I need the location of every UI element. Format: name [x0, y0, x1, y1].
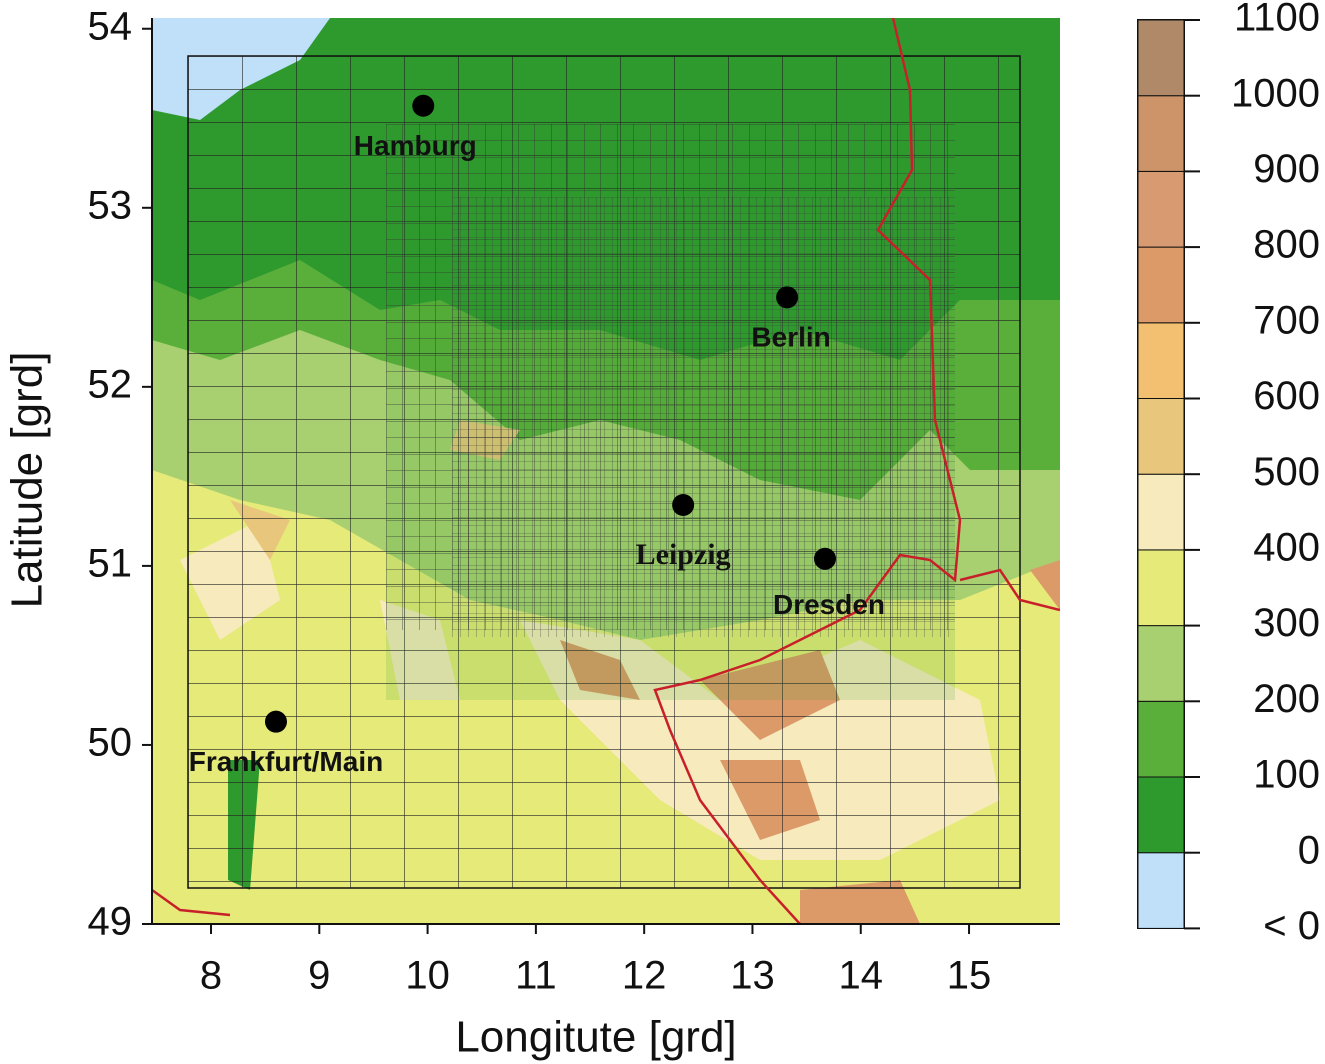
- city-marker: [412, 94, 435, 117]
- y-tick-label: 52: [88, 362, 133, 406]
- colorbar-tick-label: 100: [1253, 753, 1320, 797]
- colorbar-tick-label: 1000: [1231, 71, 1320, 115]
- city-label: Dresden: [773, 589, 885, 620]
- city-marker: [814, 547, 837, 570]
- x-tick-label: 11: [515, 954, 557, 998]
- x-tick-label: 8: [200, 954, 222, 998]
- city-label: Leipzig: [636, 538, 731, 571]
- x-tick-label: 12: [622, 954, 667, 998]
- city-label: Frankfurt/Main: [189, 746, 383, 777]
- y-tick-label: 49: [88, 900, 133, 944]
- colorbar-tick-label: 500: [1253, 450, 1320, 494]
- x-tick-label: 9: [308, 954, 330, 998]
- colorbar-band: [1137, 95, 1185, 172]
- y-axis-label: Latitude [grd]: [3, 352, 52, 609]
- x-tick-label: 13: [730, 954, 775, 998]
- colorbar-tick-label: 700: [1253, 298, 1320, 342]
- colorbar-tick-label: 0: [1298, 828, 1320, 872]
- colorbar-band: [1137, 776, 1185, 854]
- colorbar-band: [1137, 473, 1185, 551]
- x-axis-label: Longitute [grd]: [455, 1013, 736, 1062]
- colorbar-below-label: < 0: [1263, 904, 1320, 948]
- colorbar-band: [1137, 322, 1185, 399]
- colorbar-tick-label: 800: [1253, 223, 1320, 267]
- x-tick-label: 15: [947, 954, 992, 998]
- y-tick-label: 54: [88, 4, 133, 48]
- colorbar-tick-label: 600: [1253, 374, 1320, 418]
- colorbar-tick-label: 300: [1253, 601, 1320, 645]
- colorbar-tick-label: 200: [1253, 677, 1320, 721]
- x-tick-label: 14: [838, 954, 883, 998]
- city-marker: [264, 710, 287, 733]
- city-marker: [672, 494, 695, 517]
- city-marker: [776, 286, 799, 309]
- city-label: Hamburg: [354, 130, 477, 161]
- colorbar-band: [1137, 246, 1185, 324]
- y-tick-label: 53: [88, 183, 133, 227]
- colorbar-band: [1137, 700, 1185, 778]
- colorbar-tick-label: 900: [1253, 147, 1320, 191]
- colorbar-band: [1137, 19, 1185, 97]
- y-tick-label: 50: [88, 721, 133, 765]
- terrain: [152, 18, 1060, 924]
- colorbar-band: [1137, 852, 1185, 929]
- city-label: Berlin: [751, 322, 830, 353]
- colorbar-tick-label: 400: [1253, 525, 1320, 569]
- colorbar-band: [1137, 170, 1185, 248]
- colorbar-band: [1137, 625, 1185, 702]
- y-tick-label: 51: [88, 541, 133, 585]
- colorbar-tick-label: 1100: [1234, 0, 1320, 40]
- colorbar-band: [1137, 549, 1185, 627]
- colorbar-band: [1137, 398, 1185, 475]
- x-tick-label: 10: [405, 954, 450, 998]
